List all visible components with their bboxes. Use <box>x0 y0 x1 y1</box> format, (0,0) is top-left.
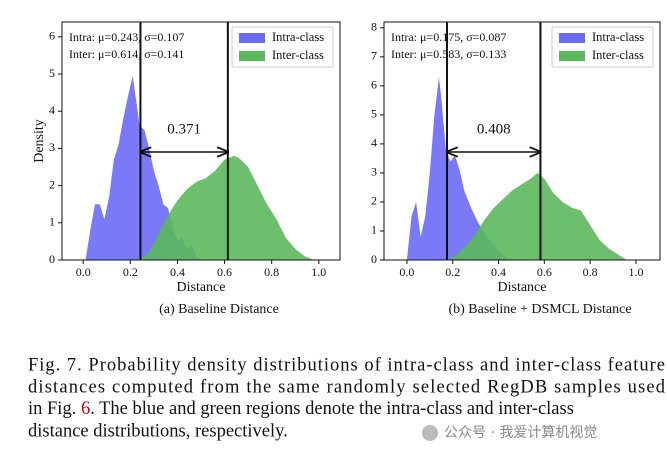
x-tick-label: 0.6 <box>537 265 552 279</box>
y-tick-label: 1 <box>371 223 377 237</box>
caption-text: in Fig. <box>28 399 81 419</box>
x-tick-label: 0.2 <box>445 265 460 279</box>
y-tick-label: 4 <box>371 136 377 150</box>
x-tick-label: 0.8 <box>583 265 598 279</box>
legend-label: Inter-class <box>592 48 644 62</box>
subcaption: (a) Baseline Distance <box>159 302 279 317</box>
figure-ref[interactable]: 6 <box>81 399 90 419</box>
x-axis-label: Distance <box>498 280 547 295</box>
x-tick-label: 1.0 <box>628 265 643 279</box>
y-tick-label: 3 <box>49 140 55 154</box>
watermark-icon <box>422 425 438 441</box>
y-tick-label: 6 <box>371 78 377 92</box>
gap-label: 0.408 <box>477 121 511 137</box>
gap-label: 0.371 <box>167 121 201 137</box>
x-tick-label: 1.0 <box>311 265 326 279</box>
caption-line: Fig. 7. Probability density distribution… <box>28 355 665 375</box>
x-tick-label: 0.8 <box>264 265 279 279</box>
y-tick-label: 0 <box>49 252 55 266</box>
y-tick-label: 7 <box>371 49 377 63</box>
plot-frame <box>383 21 661 261</box>
caption-line: distance distributions, respectively. <box>28 421 288 441</box>
stat-text: Inter: μ=0.583, σ=0.133 <box>391 47 506 61</box>
watermark: 公众号 · 我爱计算机视觉 <box>444 425 597 441</box>
legend-label: Inter-class <box>272 48 324 62</box>
y-tick-label: 1 <box>49 215 55 229</box>
density-area <box>406 77 508 261</box>
legend-swatch <box>239 33 265 43</box>
legend-swatch <box>559 33 585 43</box>
y-axis-label: Density <box>32 119 47 163</box>
caption-text: . The blue and green regions denote the … <box>90 399 574 419</box>
stat-text: Intra: μ=0.175, σ=0.087 <box>391 30 506 44</box>
x-tick-label: 0.0 <box>76 265 91 279</box>
y-tick-label: 5 <box>371 107 377 121</box>
legend-label: Intra-class <box>592 30 644 44</box>
x-tick-label: 0.2 <box>123 265 138 279</box>
x-tick-label: 0.0 <box>399 265 414 279</box>
legend-label: Intra-class <box>272 30 324 44</box>
x-axis-label: Distance <box>177 280 226 295</box>
legend-swatch <box>559 51 585 61</box>
y-tick-label: 2 <box>49 177 55 191</box>
plot-frame <box>61 21 341 261</box>
caption-line: distances computed from the same randoml… <box>28 377 666 397</box>
stat-text: Inter: μ=0.614, σ=0.141 <box>69 47 184 61</box>
y-tick-label: 2 <box>371 194 377 208</box>
density-area <box>85 75 201 260</box>
y-tick-label: 5 <box>49 66 55 80</box>
x-tick-label: 0.4 <box>491 265 506 279</box>
caption-line: in Fig. 6. The blue and green regions de… <box>28 399 574 419</box>
subcaption: (b) Baseline + DSMCL Distance <box>448 302 631 317</box>
x-tick-label: 0.4 <box>170 265 185 279</box>
legend-swatch <box>239 51 265 61</box>
y-tick-label: 3 <box>371 165 377 179</box>
y-tick-label: 6 <box>49 29 55 43</box>
x-tick-label: 0.6 <box>217 265 232 279</box>
y-tick-label: 4 <box>49 103 55 117</box>
stat-text: Intra: μ=0.243, σ=0.107 <box>69 30 184 44</box>
y-tick-label: 8 <box>371 20 377 34</box>
density-area <box>448 172 627 260</box>
y-tick-label: 0 <box>371 252 377 266</box>
